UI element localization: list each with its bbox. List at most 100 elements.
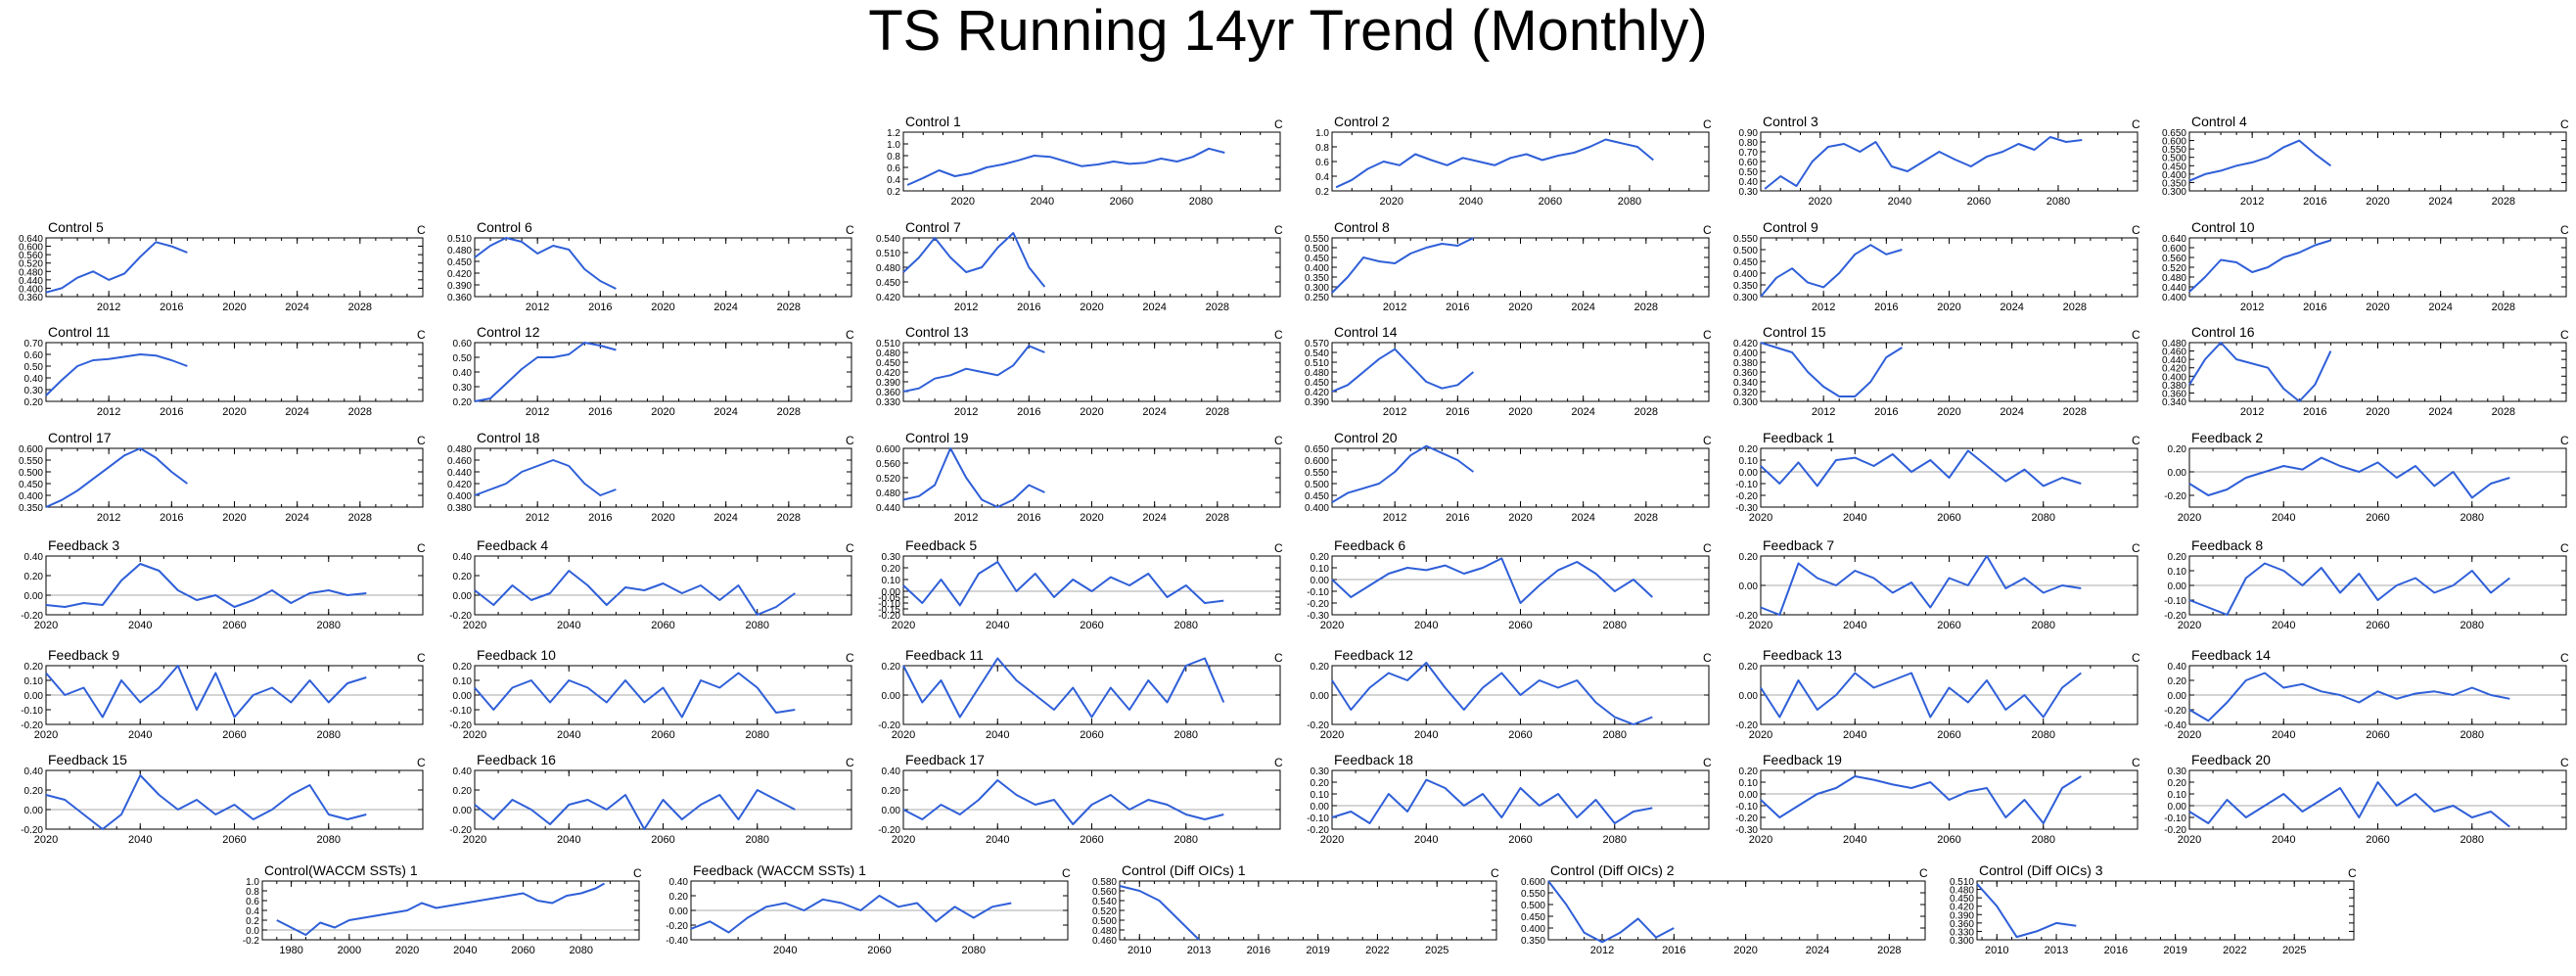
series-line bbox=[2188, 672, 2510, 722]
x-tick-label: 2080 bbox=[1603, 620, 1627, 631]
x-tick-label: 2060 bbox=[867, 945, 891, 956]
x-tick-label: 2028 bbox=[348, 512, 372, 524]
x-tick-label: 2016 bbox=[1017, 302, 1040, 313]
series-line bbox=[1547, 880, 1675, 944]
y-tick-label: 0.00 bbox=[1311, 576, 1330, 586]
x-tick-label: 2060 bbox=[2366, 512, 2389, 524]
x-tick-label: 2040 bbox=[1888, 196, 1911, 208]
panel-12: Control 12 C 0.20 0.30 0.40 0.50 0.60 2012 2016 2… bbox=[453, 324, 854, 418]
y-tick-label: 0.00 bbox=[2168, 468, 2187, 479]
series-line bbox=[690, 895, 1012, 934]
x-tick-label: 2012 bbox=[97, 512, 120, 524]
x-tick-label: 2080 bbox=[2047, 196, 2070, 208]
series-line bbox=[1331, 444, 1474, 504]
x-tick-label: 2028 bbox=[1634, 512, 1658, 524]
units-label: C bbox=[1274, 434, 1283, 447]
panel-title: Feedback 19 bbox=[1763, 752, 1842, 767]
x-tick-label: 2020 bbox=[1749, 620, 1772, 631]
y-tick-label: 0.400 bbox=[1305, 263, 1329, 274]
y-tick-label: -0.30 bbox=[1307, 611, 1329, 622]
y-tick-label: -0.40 bbox=[2164, 720, 2186, 731]
y-tick-label: 0.300 bbox=[1733, 397, 1758, 408]
panel-title: Feedback 3 bbox=[48, 537, 119, 553]
x-tick-label: 2060 bbox=[1508, 834, 1532, 846]
y-tick-label: 0.00 bbox=[669, 906, 689, 917]
x-tick-label: 2028 bbox=[1206, 512, 1229, 524]
y-tick-label: 0.540 bbox=[1305, 349, 1329, 359]
units-label: C bbox=[1274, 328, 1283, 342]
plot-frame bbox=[1331, 131, 1710, 192]
x-tick-label: 2020 bbox=[1937, 406, 1960, 418]
x-tick-label: 2040 bbox=[1843, 512, 1866, 524]
y-tick-label: 0.520 bbox=[19, 259, 43, 270]
panel-title: Feedback 9 bbox=[48, 647, 119, 663]
panel-title: Control 16 bbox=[2191, 324, 2255, 340]
y-tick-label: 0.560 bbox=[19, 251, 43, 261]
x-tick-label: 2020 bbox=[2178, 620, 2201, 631]
series-line bbox=[1760, 449, 2082, 488]
panel-30: Feedback 10 C -0.20 -0.10 0.00 0.10 0.20 2020 20… bbox=[449, 647, 854, 741]
x-tick-label: 2016 bbox=[588, 302, 612, 313]
x-tick-label: 2040 bbox=[2272, 834, 2295, 846]
x-tick-label: 2060 bbox=[1967, 196, 1991, 208]
y-tick-label: 0.480 bbox=[1092, 926, 1117, 937]
y-tick-label: 0.550 bbox=[1733, 234, 1758, 245]
y-tick-label: 0.70 bbox=[1739, 148, 1759, 159]
plot-frame bbox=[2188, 342, 2567, 402]
x-tick-label: 2016 bbox=[1874, 406, 1898, 418]
y-tick-label: 0.480 bbox=[19, 267, 43, 278]
x-tick-label: 2025 bbox=[2282, 945, 2306, 956]
panel-title: Control (Diff OICs) 1 bbox=[1122, 862, 1246, 878]
x-tick-label: 2012 bbox=[526, 302, 549, 313]
y-tick-label: 0.8 bbox=[1315, 143, 1329, 154]
y-tick-label: 0.300 bbox=[2162, 187, 2186, 198]
series-line bbox=[2188, 239, 2331, 293]
series-line bbox=[1331, 237, 1474, 294]
x-tick-label: 2040 bbox=[1843, 729, 1866, 741]
y-tick-label: 0.450 bbox=[1733, 257, 1758, 268]
x-tick-label: 2040 bbox=[453, 945, 477, 956]
series-line bbox=[45, 774, 367, 830]
x-tick-label: 2016 bbox=[2104, 945, 2128, 956]
x-tick-label: 2016 bbox=[2303, 406, 2326, 418]
panel-title: Feedback 16 bbox=[477, 752, 556, 767]
y-tick-label: 0.600 bbox=[2162, 137, 2186, 148]
x-tick-label: 2020 bbox=[651, 302, 674, 313]
panel-title: Control 8 bbox=[1334, 219, 1390, 235]
units-label: C bbox=[2132, 756, 2140, 769]
y-tick-label: -0.10 bbox=[1735, 802, 1758, 813]
y-tick-label: 0.420 bbox=[447, 480, 472, 490]
x-tick-label: 2020 bbox=[1380, 196, 1403, 208]
x-tick-label: 2019 bbox=[2163, 945, 2186, 956]
panel-title: Control 3 bbox=[1763, 114, 1818, 129]
series-line bbox=[474, 672, 796, 719]
y-tick-label: 0.40 bbox=[24, 767, 44, 777]
y-tick-label: -0.15 bbox=[878, 605, 900, 616]
y-tick-label: -0.10 bbox=[449, 706, 472, 717]
y-tick-label: -0.20 bbox=[449, 825, 472, 836]
x-tick-label: 2028 bbox=[1634, 406, 1658, 418]
panel-39: Feedback 19 C -0.30-0.20-0.100.000.100.20 2… bbox=[1735, 752, 2140, 846]
x-tick-label: 2024 bbox=[1142, 512, 1166, 524]
x-tick-label: 2060 bbox=[1508, 729, 1532, 741]
y-tick-label: 0.380 bbox=[447, 503, 472, 514]
y-tick-label: -0.20 bbox=[21, 611, 43, 622]
panel-18: Control 18 C 0.3800.4000.4200.4400.4600.48… bbox=[447, 430, 854, 524]
units-label: C bbox=[2132, 541, 2140, 555]
panel-5: Control 5 C 0.3600.4000.4400.4800.5200.560… bbox=[19, 219, 426, 313]
panel-title: Feedback 2 bbox=[2191, 430, 2263, 445]
y-tick-label: 0.480 bbox=[876, 263, 900, 274]
x-tick-label: 2028 bbox=[348, 302, 372, 313]
x-tick-label: 2060 bbox=[1937, 512, 1960, 524]
series-line bbox=[902, 779, 1224, 825]
y-tick-label: 0.320 bbox=[1733, 388, 1758, 398]
panel-45: Control (Diff OICs) 3 C 0.3000.3300.3600.3… bbox=[1950, 862, 2357, 956]
units-label: C bbox=[2560, 434, 2569, 447]
x-tick-label: 2012 bbox=[1812, 406, 1835, 418]
x-tick-label: 2040 bbox=[2272, 729, 2295, 741]
x-tick-label: 2020 bbox=[1749, 834, 1772, 846]
x-tick-label: 2060 bbox=[2366, 834, 2389, 846]
y-tick-label: 0.600 bbox=[19, 444, 43, 455]
panel-1: Control 1 C 0.20.40.60.81.01.2 2020 2040 2060… bbox=[887, 114, 1283, 208]
panel-title: Feedback 8 bbox=[2191, 537, 2263, 553]
